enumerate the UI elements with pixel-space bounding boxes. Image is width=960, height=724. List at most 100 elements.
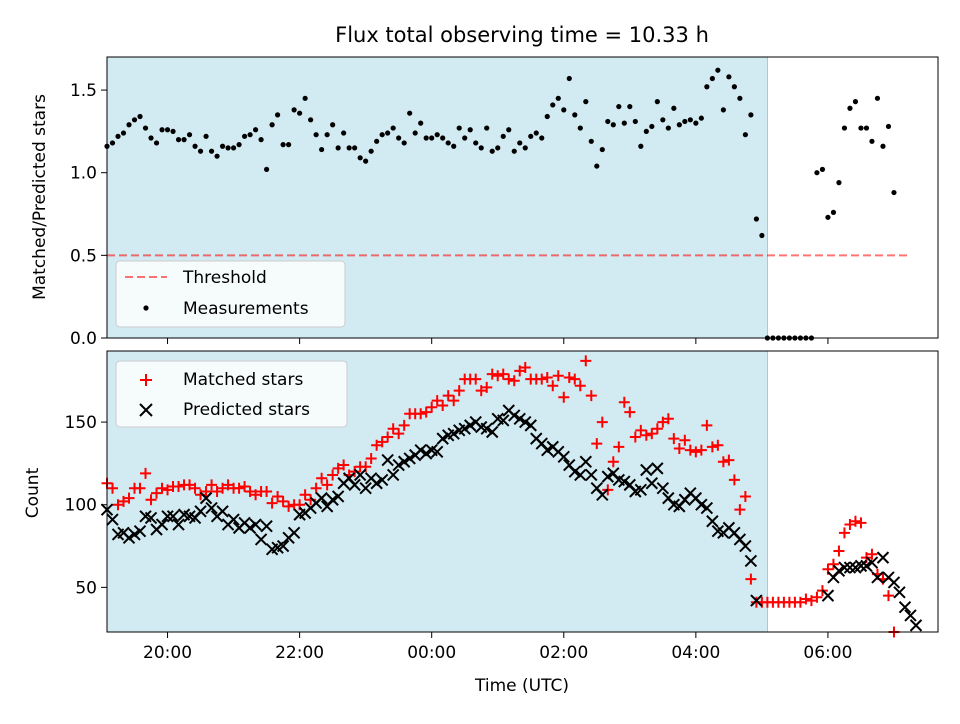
predicted-star-marker (579, 455, 592, 468)
measurement-point (440, 135, 446, 141)
matched-star-marker (882, 590, 894, 602)
measurement-point (737, 95, 743, 101)
matched-star-marker (651, 423, 663, 435)
matched-star-marker (123, 492, 135, 504)
measurement-point (671, 105, 677, 111)
matched-star-marker (173, 481, 185, 493)
ratio-y-tick-label: 0.5 (70, 246, 97, 266)
predicted-star-marker (348, 478, 361, 492)
measurement-point (142, 125, 149, 131)
predicted-star-marker (464, 419, 477, 432)
matched-star-marker (250, 489, 262, 501)
matched-star-marker (569, 373, 581, 385)
matched-star-marker (701, 419, 713, 431)
matched-star-marker (574, 380, 586, 392)
predicted-star-marker (887, 576, 901, 589)
measurement-point (286, 142, 292, 148)
predicted-star-marker (414, 443, 427, 457)
matched-star-marker (349, 466, 361, 478)
measurement-point (363, 158, 369, 164)
measurement-point (572, 112, 578, 118)
matched-star-marker (838, 527, 850, 539)
measurement-point (484, 125, 490, 131)
measurement-point (109, 140, 116, 146)
measurement-point (148, 135, 154, 141)
matched-star-marker (448, 395, 460, 407)
matched-star-marker (805, 595, 817, 607)
measurement-point (676, 122, 682, 128)
measurement-point (506, 127, 512, 133)
predicted-star-marker (656, 481, 670, 495)
matched-star-marker (431, 395, 443, 407)
measurement-point (473, 140, 479, 146)
matched-star-marker (607, 456, 619, 468)
measurement-point (280, 142, 286, 148)
ratio-y-axis-label: Matched/Predicted stars (30, 94, 50, 300)
predicted-star-marker (227, 513, 240, 526)
measurement-point (522, 145, 528, 151)
measurement-point (555, 95, 561, 101)
measurement-point (863, 125, 870, 131)
predicted-star-marker (486, 425, 499, 439)
matched-star-marker (376, 436, 388, 448)
matched-star-marker (849, 515, 861, 527)
measurement-point (693, 120, 699, 126)
measurement-point (682, 118, 688, 125)
count-y-tick-label: 100 (65, 496, 97, 516)
matched-star-marker (866, 548, 878, 560)
predicted-star-marker (843, 561, 857, 574)
count-plot-frame (106, 350, 939, 633)
count-x-tick-label: 20:00 (143, 643, 192, 663)
matched-star-marker (189, 482, 201, 494)
measurement-point (203, 133, 209, 139)
matched-star-marker (453, 385, 465, 397)
measurement-point (704, 84, 710, 90)
measurement-point (715, 67, 721, 73)
matched-star-marker (739, 490, 751, 502)
measurement-point (131, 117, 138, 123)
matched-star-marker (239, 481, 251, 493)
matched-star-marker (112, 499, 124, 511)
predicted-star-marker (447, 427, 460, 440)
predicted-star-marker (640, 463, 653, 477)
predicted-star-marker (122, 531, 136, 544)
matched-star-marker (200, 486, 212, 497)
measurement-point (698, 115, 704, 121)
count-y-tick-label: 150 (65, 413, 97, 433)
predicted-star-marker (832, 564, 846, 578)
measurement-point (528, 133, 534, 139)
measurement-point (407, 110, 413, 116)
ratio-legend-box (115, 260, 346, 328)
measurement-point (313, 132, 319, 138)
matched-star-marker (310, 482, 322, 494)
matched-star-marker (519, 362, 531, 374)
matched-star-marker (695, 444, 707, 456)
matched-star-marker (332, 462, 344, 474)
measurement-point (616, 103, 622, 110)
matched-star-marker (283, 500, 295, 512)
measurement-point (742, 132, 748, 138)
measurement-point (126, 122, 132, 128)
measurement-point (291, 107, 297, 113)
legend-threshold-label: Threshold (182, 268, 267, 288)
predicted-star-marker (392, 458, 405, 472)
measurement-point (153, 140, 160, 146)
measurement-point (186, 132, 193, 138)
predicted-star-marker (706, 515, 719, 528)
measurement-point (847, 105, 853, 111)
measurement-point (368, 148, 374, 154)
measurement-point (297, 110, 303, 116)
predicted-star-marker (574, 468, 587, 482)
ratio-x-ticks (167, 338, 829, 344)
measurement-point (357, 155, 363, 161)
predicted-star-marker (497, 414, 510, 427)
matched-star-marker (338, 459, 350, 471)
measurement-point (225, 145, 231, 151)
predicted-star-marker (243, 521, 257, 535)
matched-star-marker (585, 390, 597, 402)
predicted-star-marker (144, 511, 158, 525)
legend-measurements-label: Measurements (183, 299, 309, 319)
matched-star-marker (706, 441, 718, 453)
matched-star-marker (679, 434, 691, 446)
